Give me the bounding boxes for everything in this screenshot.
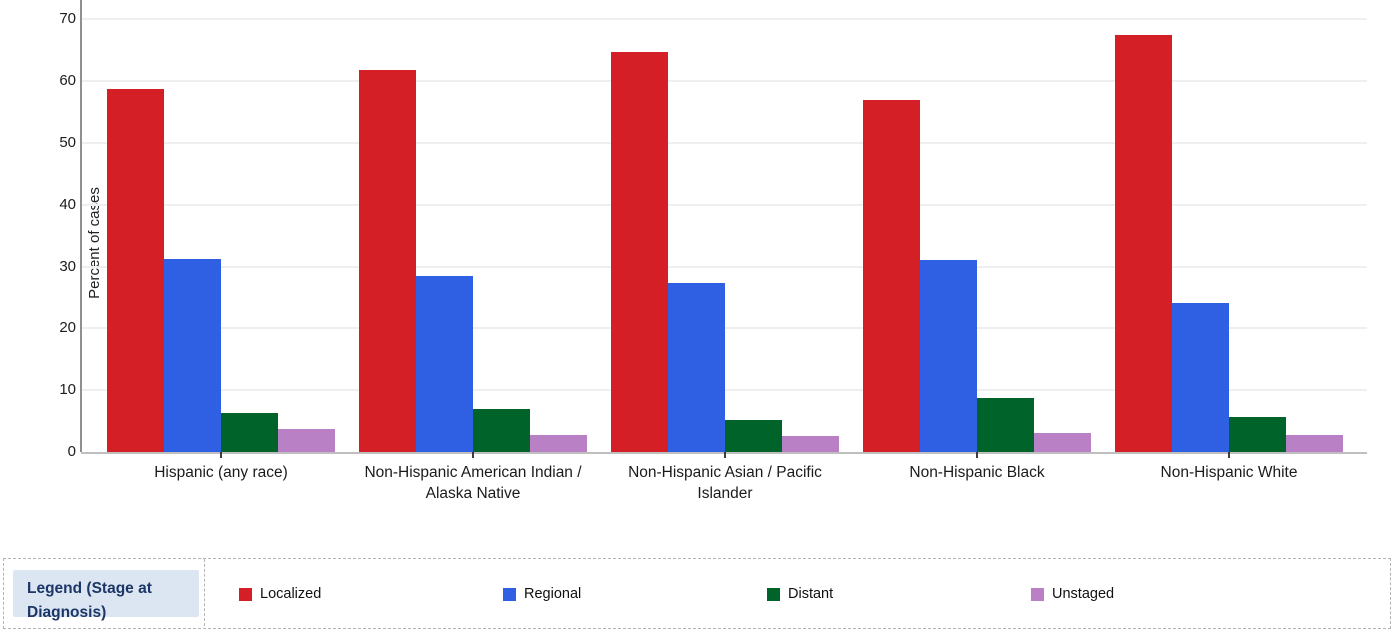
y-tick-label: 30 <box>59 257 76 275</box>
regional-swatch-icon <box>503 587 516 601</box>
bar-unstaged-0[interactable] <box>278 429 335 452</box>
y-tick-label: 50 <box>59 134 76 151</box>
legend-title-text: Legend (Stage at Diagnosis) <box>27 580 152 621</box>
legend-item-distant[interactable]: Distant <box>767 585 833 603</box>
gridline <box>81 265 1367 268</box>
bar-localized-1[interactable] <box>359 70 416 452</box>
legend-item-localized[interactable]: Localized <box>239 585 321 603</box>
legend-item-label: Regional <box>524 586 582 602</box>
y-axis-line <box>80 0 82 452</box>
legend-title-box: Legend (Stage at Diagnosis) <box>13 570 199 621</box>
unstaged-swatch-icon <box>1031 587 1044 601</box>
bar-unstaged-3[interactable] <box>1034 432 1091 452</box>
gridline <box>81 142 1367 144</box>
x-category-label: Non-Hispanic Black <box>909 464 1045 481</box>
bar-unstaged-4[interactable] <box>1286 435 1343 452</box>
legend-item-label: Localized <box>260 586 322 602</box>
bar-unstaged-2[interactable] <box>782 435 839 452</box>
x-tick <box>1228 452 1230 458</box>
bar-distant-4[interactable] <box>1229 417 1286 452</box>
bar-localized-4[interactable] <box>1115 35 1172 452</box>
y-tick-label: 70 <box>59 10 76 28</box>
bar-regional-1[interactable] <box>416 275 473 452</box>
bar-distant-0[interactable] <box>221 413 278 452</box>
plot-area: 0 10 20 30 40 50 60 70 Hispanic (any race) Non-Hi… <box>59 0 1367 502</box>
bar-regional-2[interactable] <box>668 282 725 452</box>
y-tick-label: 60 <box>59 72 76 90</box>
legend-item-regional[interactable]: Regional <box>503 585 581 603</box>
legend-item-label: Distant <box>788 586 834 602</box>
gridline <box>81 80 1367 83</box>
x-category-label: Non-Hispanic Asian / Pacific Islander <box>628 464 822 502</box>
x-category-label: Non-Hispanic White <box>1160 464 1298 481</box>
localized-swatch-icon <box>239 587 252 601</box>
bar-unstaged-1[interactable] <box>530 435 587 452</box>
distant-swatch-icon <box>767 587 780 601</box>
gridline <box>81 18 1367 21</box>
bar-localized-2[interactable] <box>611 51 668 452</box>
bar-localized-3[interactable] <box>863 100 920 452</box>
x-tick <box>724 452 726 458</box>
x-category-label: Non-Hispanic American Indian / Alaska Na… <box>364 464 582 502</box>
bar-regional-4[interactable] <box>1172 303 1229 452</box>
x-tick <box>472 452 474 458</box>
bar-localized-0[interactable] <box>107 89 164 452</box>
legend-item-unstaged[interactable]: Unstaged <box>1031 585 1114 603</box>
bar-distant-3[interactable] <box>977 397 1034 452</box>
x-tick <box>220 452 222 458</box>
bar-distant-1[interactable] <box>473 409 530 452</box>
y-tick-label: 20 <box>59 319 76 337</box>
x-category-label: Hispanic (any race) <box>154 464 288 481</box>
legend-item-label: Unstaged <box>1052 586 1115 602</box>
legend-divider <box>204 559 205 626</box>
gridline <box>81 203 1367 206</box>
bar-distant-2[interactable] <box>725 419 782 452</box>
bar-regional-3[interactable] <box>920 259 977 452</box>
y-tick-label: 10 <box>59 381 76 399</box>
legend: Legend (Stage at Diagnosis) Localized Reg… <box>3 558 1391 629</box>
bar-regional-0[interactable] <box>164 258 221 452</box>
x-tick <box>976 452 978 458</box>
y-tick-label: 0 <box>67 443 76 460</box>
y-tick-label: 40 <box>59 195 76 213</box>
stage-at-diagnosis-bar-chart: Percent of cases 0 10 20 30 40 50 60 70 Hispanic… <box>59 0 1367 502</box>
